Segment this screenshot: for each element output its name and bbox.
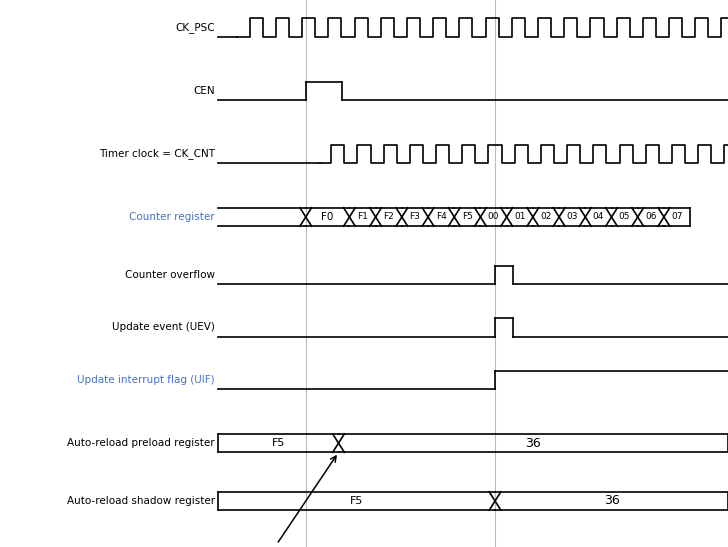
Text: 05: 05 [619,212,630,222]
Text: Update interrupt flag (UIF): Update interrupt flag (UIF) [77,375,215,385]
Text: Update event (UEV): Update event (UEV) [112,322,215,333]
Text: 03: 03 [566,212,578,222]
Text: F5: F5 [462,212,472,222]
Text: F1: F1 [357,212,368,222]
Text: Counter overflow: Counter overflow [124,270,215,280]
Text: F3: F3 [410,212,420,222]
Text: CK_PSC: CK_PSC [175,22,215,33]
Text: 36: 36 [604,494,620,508]
Text: 02: 02 [540,212,552,222]
Text: Auto-reload preload register: Auto-reload preload register [67,438,215,448]
Text: 00: 00 [488,212,499,222]
Text: Auto-reload shadow register: Auto-reload shadow register [67,496,215,506]
Text: CEN: CEN [193,86,215,96]
Text: 06: 06 [645,212,657,222]
Text: Timer clock = CK_CNT: Timer clock = CK_CNT [99,148,215,159]
Text: 36: 36 [526,437,541,450]
Text: F4: F4 [436,212,446,222]
Text: 07: 07 [671,212,683,222]
Text: 01: 01 [514,212,526,222]
Text: Counter register: Counter register [129,212,215,222]
Text: F5: F5 [272,438,285,448]
Text: 04: 04 [593,212,604,222]
Text: F2: F2 [384,212,394,222]
Text: F5: F5 [350,496,363,506]
Text: F0: F0 [322,212,333,222]
